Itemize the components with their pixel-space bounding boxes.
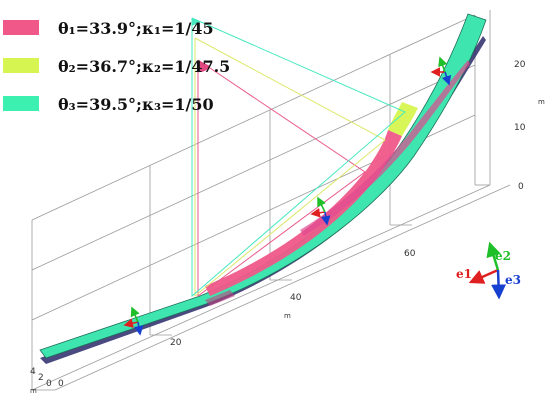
z-tick: 10 [514,123,526,133]
grid-line [31,184,491,391]
frame-e3 [320,211,331,226]
grid-line [31,14,476,221]
basis-e1-label: e1 [456,267,472,281]
frame-e1 [310,208,326,218]
projection-theta1 [197,59,366,297]
basis-e3-label: e3 [505,273,521,287]
legend-label: θ₃=39.5°;κ₃=1/50 [58,95,214,114]
y-unit: m [30,387,37,395]
grid-box [31,10,511,391]
basis-triad: e1 e2 e3 [456,241,521,300]
legend-label: θ₂=36.7°;κ₂=1/47.5 [58,57,230,76]
strip-hatch [205,290,235,306]
y-tick: 0 [46,379,52,389]
axis-labels: 20 40 60 m 4 2 0 0 m 20 10 0 m [30,60,545,395]
legend-swatch [3,58,39,73]
legend-item-theta3: θ₃=39.5°;κ₃=1/50 [3,95,214,114]
projection-theta3 [191,17,406,298]
legend: θ₁=33.9°;κ₁=1/45 θ₂=36.7°;κ₂=1/47.5 θ₃=3… [3,19,230,114]
legend-item-theta1: θ₁=33.9°;κ₁=1/45 [3,19,214,38]
y-tick: 4 [30,367,36,377]
strip-segment-theta2 [388,102,418,136]
strip-segment-theta1 [205,130,402,296]
grid-line [31,64,476,271]
x-unit: m [284,312,291,320]
grid-line [54,184,511,391]
z-tick: 0 [518,182,524,192]
strip [39,13,487,364]
x-tick: 60 [404,249,416,259]
frame-e3 [133,321,144,336]
legend-label: θ₁=33.9°;κ₁=1/45 [58,19,214,38]
angle-marker [198,60,210,73]
frame-e1 [123,318,139,328]
x-tick: 40 [290,293,302,303]
y-tick: 2 [38,373,44,383]
frame-e3 [441,71,452,86]
extra-zero-tick: 0 [58,379,64,389]
basis-e2-label: e2 [495,249,511,263]
basis-e3-arrow [491,269,507,300]
legend-item-theta2: θ₂=36.7°;κ₂=1/47.5 [3,57,230,76]
frame-e2 [438,56,448,73]
frame-e2 [130,306,140,323]
basis-e1-arrow [468,268,499,284]
frame-e2 [317,196,326,213]
local-frames [123,56,452,336]
z-tick: 20 [514,60,526,70]
projection-lines [191,17,406,298]
basis-e2-arrow [486,241,501,271]
legend-swatch [3,96,39,111]
legend-swatch [3,20,39,35]
angle-marker [192,18,200,26]
z-unit: m [538,98,545,106]
strip-shadow-edge [40,36,486,364]
x-tick: 20 [170,338,182,348]
projection-theta2 [194,37,386,298]
